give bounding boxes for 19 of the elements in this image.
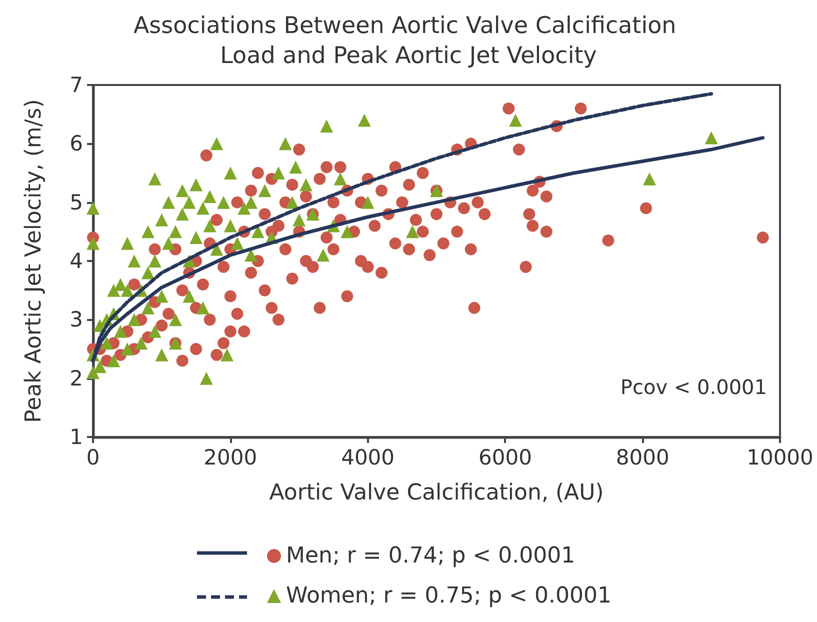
legend-label: Men; r = 0.74; p < 0.0001 <box>286 544 576 568</box>
x-tick-label: 10000 <box>746 446 814 470</box>
y-tick-label: 7 <box>70 73 83 97</box>
x-tick-label: 2000 <box>204 446 258 470</box>
x-tick-label: 8000 <box>616 446 670 470</box>
y-tick-label: 6 <box>70 132 83 156</box>
x-axis-title: Aortic Valve Calcification, (AU) <box>269 480 604 506</box>
y-axis-title: Peak Aortic Jet Velocity, (m/s) <box>22 99 46 423</box>
x-tick-label: 0 <box>86 446 100 470</box>
x-tick-label: 4000 <box>341 446 395 470</box>
chart-title: Associations Between Aortic Valve Calcification Load and Peak Aortic Jet Velocity <box>133 13 684 69</box>
y-tick-label: 1 <box>70 425 83 449</box>
annotation: Pcov < 0.0001 <box>620 375 768 399</box>
y-tick-label: 4 <box>70 249 83 273</box>
legend-label: Women; r = 0.75; p < 0.0001 <box>286 584 612 608</box>
y-tick-label: 5 <box>70 190 83 214</box>
y-tick-label: 3 <box>70 308 83 332</box>
y-tick-label: 2 <box>70 366 83 390</box>
x-tick-label: 6000 <box>478 446 532 470</box>
